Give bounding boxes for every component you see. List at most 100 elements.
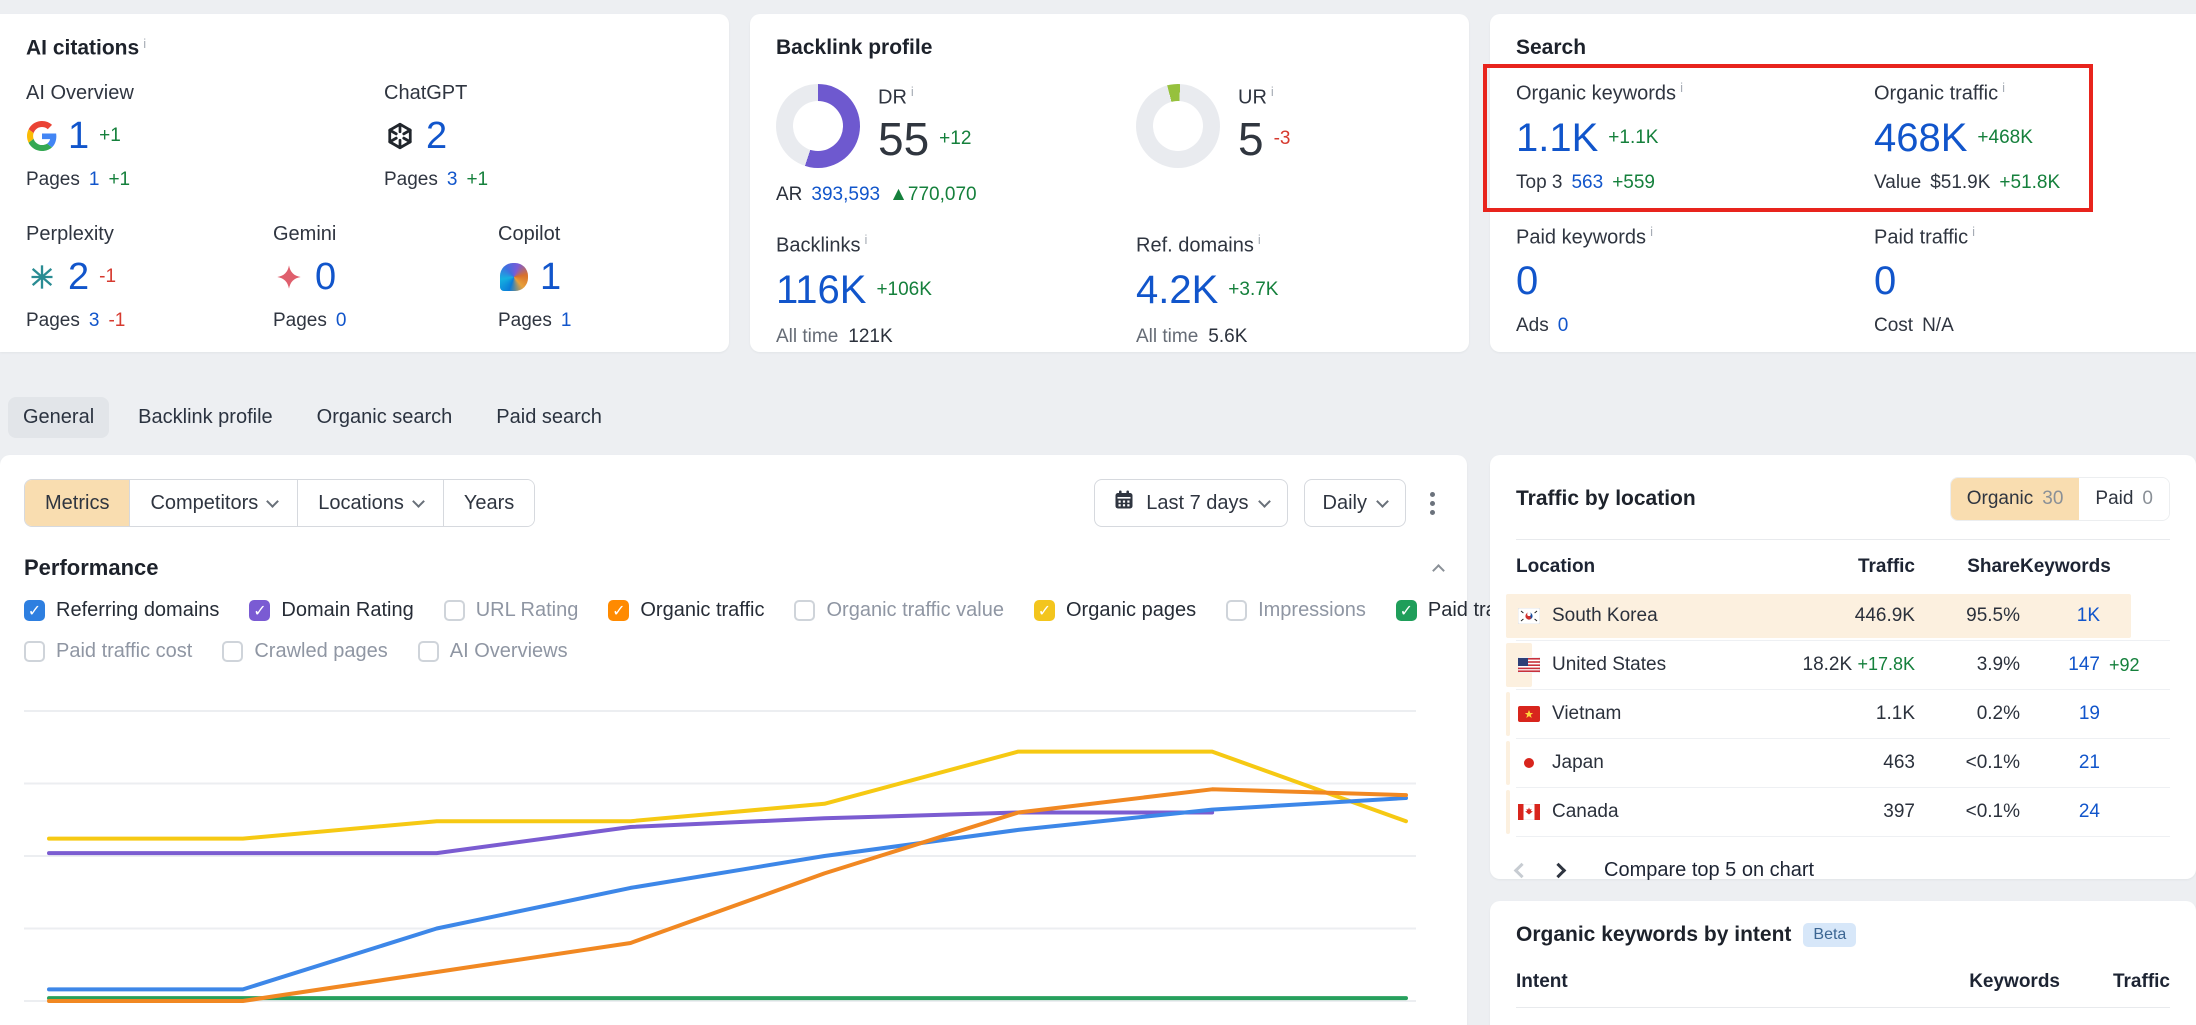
info-icon[interactable]: i (1680, 80, 1683, 95)
checkbox-impressions[interactable]: Impressions (1226, 599, 1366, 622)
ads-row: Ads 0 (1516, 315, 1874, 337)
pages-label: Pages (384, 169, 438, 191)
next-page-chevron-icon[interactable] (1551, 863, 1567, 879)
checkbox-referring-domains[interactable]: Referring domains (24, 599, 219, 622)
pages-diff: +1 (466, 169, 488, 191)
table-row-united-states[interactable]: United States 18.2K +17.8K 3.9% 147 +92 (1516, 641, 2170, 690)
toggle-paid[interactable]: Paid 0 (2079, 478, 2169, 520)
checkbox-ai-overviews[interactable]: AI Overviews (418, 640, 568, 663)
traffic-value: 1.1K (1765, 703, 1915, 725)
paid-traffic-value[interactable]: 0 (1874, 261, 1896, 301)
checkbox-url-rating[interactable]: URL Rating (444, 599, 579, 622)
compare-top5-link[interactable]: Compare top 5 on chart (1604, 859, 1814, 882)
keywords-link[interactable]: 24 (2079, 801, 2100, 822)
copilot-label: Copilot (498, 223, 703, 246)
tab-organic-search[interactable]: Organic search (302, 397, 468, 438)
tab-backlink-profile[interactable]: Backlink profile (123, 397, 288, 438)
table-row-canada[interactable]: Canada 397 <0.1% 24 (1516, 788, 2170, 837)
keywords-by-intent-title: Organic keywords by intent (1516, 923, 1791, 947)
pages-diff: -1 (108, 310, 125, 332)
keywords-link[interactable]: 21 (2079, 752, 2100, 773)
years-button[interactable]: Years (444, 480, 534, 526)
pages-value[interactable]: 1 (89, 169, 100, 191)
organic-keywords-value[interactable]: 1.1K (1516, 118, 1598, 158)
pages-value[interactable]: 1 (561, 310, 572, 332)
perplexity-value[interactable]: 2 (68, 258, 89, 296)
copilot-value[interactable]: 1 (540, 258, 561, 296)
info-icon[interactable]: i (2002, 80, 2005, 95)
prev-page-chevron-icon[interactable] (1514, 863, 1530, 879)
checkbox-organic-pages[interactable]: Organic pages (1034, 599, 1196, 622)
more-options-kebab-icon[interactable] (1422, 484, 1443, 523)
chart-toolbar: Metrics Competitors Locations Years (24, 479, 1443, 527)
organic-traffic-block: Organic traffici 468K +468K Value $51.9K… (1874, 80, 2170, 194)
info-icon[interactable]: i (1258, 232, 1261, 247)
locations-button[interactable]: Locations (298, 480, 444, 526)
info-icon[interactable]: i (143, 36, 146, 51)
overview-tabs: General Backlink profile Organic search … (8, 397, 2196, 438)
date-range-select[interactable]: Last 7 days (1094, 479, 1287, 527)
tab-paid-search[interactable]: Paid search (481, 397, 617, 438)
ads-value[interactable]: 0 (1558, 315, 1569, 337)
granularity-select[interactable]: Daily (1304, 479, 1406, 527)
metrics-button[interactable]: Metrics (25, 480, 130, 526)
top3-row: Top 3 563 +559 (1516, 172, 1874, 194)
table-row-south-korea[interactable]: South Korea 446.9K 95.5% 1K (1516, 592, 2170, 641)
ar-value[interactable]: 393,593 (811, 184, 880, 206)
organic-keywords-block: Organic keywordsi 1.1K +1.1K Top 3 563 +… (1516, 80, 1874, 194)
share-value: 3.9% (1915, 654, 2020, 676)
paid-keywords-label: Paid keywordsi (1516, 224, 1874, 250)
checkbox-organic-traffic[interactable]: Organic traffic (608, 599, 764, 622)
performance-chart-svg: 27 Jan28 Jan29 Jan30 Jan31 Jan1 Feb2 Feb… (24, 681, 1416, 1025)
info-icon[interactable]: i (911, 84, 914, 99)
col-share: Share (1915, 556, 2020, 578)
ar-row: AR 393,593 ▲770,070 (776, 184, 1136, 206)
performance-card: Metrics Competitors Locations Years (0, 455, 1467, 1025)
tab-general[interactable]: General (8, 397, 109, 438)
checkbox-paid-traffic-cost[interactable]: Paid traffic cost (24, 640, 192, 663)
competitors-button[interactable]: Competitors (130, 480, 298, 526)
performance-chart-area[interactable]: 27 Jan28 Jan29 Jan30 Jan31 Jan1 Feb2 Feb… (24, 681, 1443, 1025)
ai-citation-cell-ai-overview: AI Overview 1 +1 Pages 1 (26, 82, 384, 191)
performance-title: Performance (24, 555, 159, 581)
toggle-organic[interactable]: Organic 30 (1951, 478, 2080, 520)
info-icon[interactable]: i (1271, 84, 1274, 99)
keywords-by-intent-card: Organic keywords by intent Beta Intent K… (1490, 901, 2196, 1025)
location-name: United States (1552, 654, 1666, 676)
collapse-chevron-icon[interactable] (1432, 564, 1445, 577)
ai-overview-value[interactable]: 1 (68, 117, 89, 155)
location-name: South Korea (1552, 605, 1658, 627)
traffic-by-location-title: Traffic by location (1516, 487, 1696, 511)
pages-value[interactable]: 3 (89, 310, 100, 332)
organic-traffic-value[interactable]: 468K (1874, 118, 1967, 158)
keywords-link[interactable]: 147 (2068, 654, 2100, 675)
checkbox-crawled-pages[interactable]: Crawled pages (222, 640, 387, 663)
search-title: Search (1516, 36, 2170, 60)
keywords-link[interactable]: 1K (2077, 605, 2100, 626)
info-icon[interactable]: i (864, 232, 867, 247)
table-row-japan[interactable]: Japan 463 <0.1% 21 (1516, 739, 2170, 788)
location-name: Japan (1552, 752, 1604, 774)
checkbox-icon (794, 600, 815, 621)
ref-domains-value[interactable]: 4.2K (1136, 270, 1218, 310)
checkbox-domain-rating[interactable]: Domain Rating (249, 599, 413, 622)
ur-diff: -3 (1274, 128, 1291, 150)
checkbox-organic-traffic-value[interactable]: Organic traffic value (794, 599, 1004, 622)
gemini-value[interactable]: 0 (315, 258, 336, 296)
keywords-link[interactable]: 19 (2079, 703, 2100, 724)
table-row-vietnam[interactable]: Vietnam 1.1K 0.2% 19 (1516, 690, 2170, 739)
metric-checkbox-list: Referring domains Domain Rating URL Rati… (24, 599, 1443, 663)
share-value: <0.1% (1915, 752, 2020, 774)
pages-value[interactable]: 3 (447, 169, 458, 191)
paid-keywords-value[interactable]: 0 (1516, 261, 1538, 301)
calendar-icon (1113, 489, 1135, 517)
info-icon[interactable]: i (1650, 224, 1653, 239)
top3-value[interactable]: 563 (1571, 172, 1603, 194)
flag-united-states-icon (1518, 657, 1540, 673)
location-name: Vietnam (1552, 703, 1621, 725)
ar-label: AR (776, 184, 802, 206)
pages-value[interactable]: 0 (336, 310, 347, 332)
info-icon[interactable]: i (1972, 224, 1975, 239)
chatgpt-value[interactable]: 2 (426, 117, 447, 155)
backlinks-value[interactable]: 116K (776, 270, 866, 310)
